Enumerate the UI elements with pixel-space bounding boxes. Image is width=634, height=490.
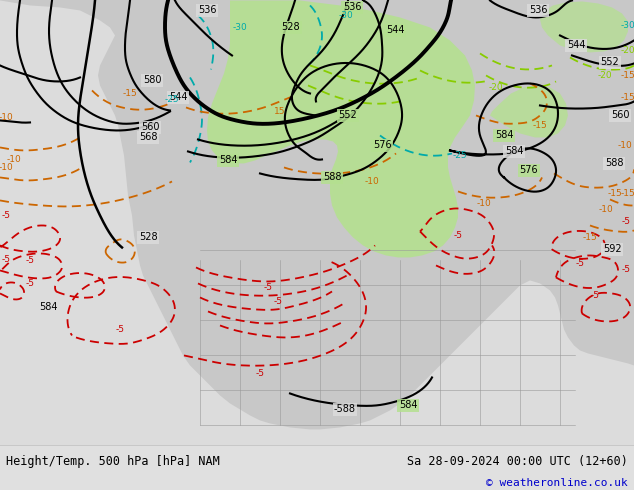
Text: -10: -10 [0,163,13,172]
Text: -5: -5 [273,297,283,306]
Text: -5: -5 [1,255,11,264]
Text: 544: 544 [567,41,585,50]
Text: -5: -5 [621,265,630,274]
Text: 560: 560 [611,110,630,121]
Text: 536: 536 [529,5,547,16]
Text: -5: -5 [576,259,585,268]
Text: -15: -15 [621,71,634,80]
Text: 528: 528 [281,23,301,32]
Text: 552: 552 [600,57,619,68]
Text: -20: -20 [598,71,612,80]
Text: 584: 584 [219,155,237,166]
Text: 588: 588 [605,158,623,169]
Text: 552: 552 [339,110,358,121]
Text: © weatheronline.co.uk: © weatheronline.co.uk [486,478,628,489]
Text: -5: -5 [590,291,600,300]
Text: -20: -20 [489,83,503,92]
Text: 560: 560 [141,122,159,132]
Text: -10: -10 [618,141,632,150]
Polygon shape [540,1,628,52]
Polygon shape [0,0,634,445]
Text: -15: -15 [533,121,547,130]
Text: -25: -25 [453,151,467,160]
Text: 15: 15 [275,107,286,116]
Text: -5: -5 [621,217,630,226]
Text: -20: -20 [621,46,634,55]
Text: 584: 584 [399,400,417,411]
Text: -10: -10 [598,205,613,214]
Text: -10: -10 [477,199,491,208]
Text: -10: -10 [0,113,13,122]
Text: -588: -588 [334,404,356,415]
Text: -15: -15 [583,233,597,242]
Text: 544: 544 [385,25,404,35]
Text: -30: -30 [621,21,634,30]
Text: 544: 544 [169,93,187,102]
Text: -5: -5 [25,256,34,265]
Text: 576: 576 [373,141,391,150]
Text: 528: 528 [139,232,157,243]
Text: -10: -10 [365,177,379,186]
Text: -5: -5 [1,211,11,220]
Text: 580: 580 [143,75,161,85]
Text: -15: -15 [122,89,138,98]
Text: Sa 28-09-2024 00:00 UTC (12+60): Sa 28-09-2024 00:00 UTC (12+60) [407,455,628,468]
Text: 592: 592 [603,245,621,254]
Polygon shape [490,85,568,138]
Text: -30: -30 [233,23,247,32]
Text: -5: -5 [25,279,34,288]
Polygon shape [207,0,475,257]
Text: 588: 588 [323,172,341,182]
Text: -15: -15 [621,93,634,102]
Text: -5: -5 [264,283,273,292]
Text: 584: 584 [505,147,523,156]
Text: -15: -15 [607,189,623,198]
Text: -5: -5 [453,231,462,240]
Text: -15: -15 [621,189,634,198]
Text: 576: 576 [520,166,538,175]
Text: 584: 584 [39,302,57,313]
Text: Height/Temp. 500 hPa [hPa] NAM: Height/Temp. 500 hPa [hPa] NAM [6,455,220,468]
Text: -10: -10 [6,155,22,164]
Text: -30: -30 [339,11,353,20]
Text: 536: 536 [198,5,216,16]
Text: 536: 536 [343,2,361,12]
Text: 568: 568 [139,132,157,143]
Text: 584: 584 [495,130,514,141]
Text: -5: -5 [115,325,124,334]
Text: -25: -25 [165,95,179,104]
Text: -5: -5 [256,369,264,378]
